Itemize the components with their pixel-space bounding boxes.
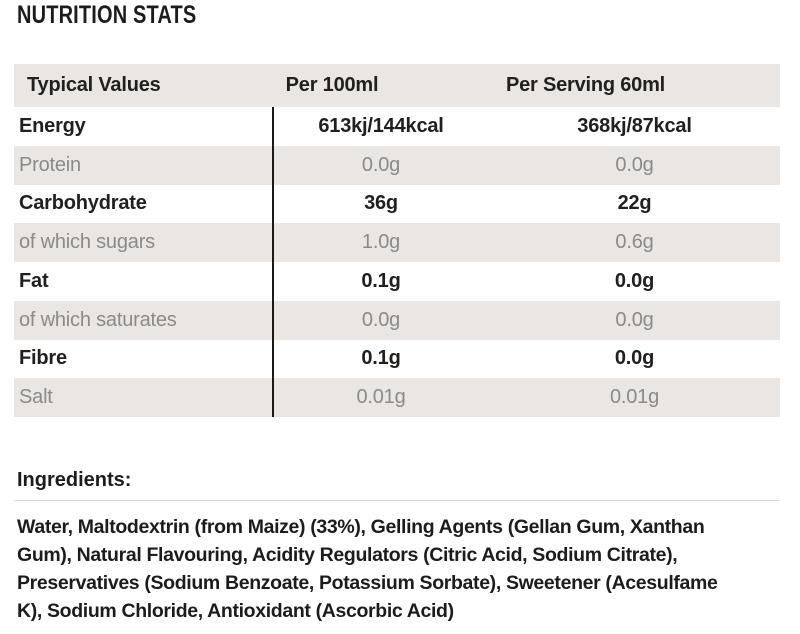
- value-per-100ml: 0.1g: [361, 347, 401, 370]
- column-header-per-100ml: Per 100ml: [285, 74, 379, 96]
- row-label: Salt: [19, 386, 53, 409]
- value-per-serving: 22g: [617, 192, 652, 215]
- ingredients-line: Water, Maltodextrin (from Maize) (33%), …: [17, 516, 705, 538]
- value-per-serving: 0.01g: [609, 386, 660, 409]
- value-per-serving: 0.0g: [615, 153, 654, 176]
- table-row-carbohydrate: Carbohydrate 36g 22g: [14, 184, 780, 224]
- page-title: NUTRITION STATS: [17, 1, 197, 29]
- value-per-100ml: 0.0g: [361, 308, 401, 331]
- ingredients-line: K), Sodium Chloride, Antioxidant (Ascorb…: [17, 600, 454, 622]
- value-per-100ml: 613kj/144kcal: [318, 114, 444, 137]
- ingredients-text: Water, Maltodextrin (from Maize) (33%), …: [17, 513, 800, 625]
- table-row-of-which-saturates: of which saturates 0.0g 0.0g: [14, 300, 780, 340]
- table-row-fat: Fat 0.1g 0.0g: [14, 262, 780, 301]
- value-per-serving: 0.0g: [614, 347, 655, 370]
- row-label: of which saturates: [19, 308, 177, 331]
- table-row-of-which-sugars: of which sugars 1.0g 0.6g: [14, 223, 780, 262]
- row-label: Fibre: [19, 347, 67, 370]
- column-header-typical-values: Typical Values: [27, 74, 161, 96]
- value-per-100ml: 36g: [364, 192, 398, 215]
- table-row-fibre: Fibre 0.1g 0.0g: [14, 339, 780, 379]
- ingredients-line: Preservatives (Sodium Benzoate, Potassiu…: [17, 572, 718, 594]
- column-divider-rule: [272, 107, 274, 417]
- row-label: Energy: [19, 114, 86, 137]
- value-per-serving: 0.0g: [614, 269, 655, 292]
- table-header-row: Typical Values Per 100ml Per Serving 60m…: [14, 64, 780, 107]
- table-row-energy: Energy 613kj/144kcal 368kj/87kcal: [14, 107, 780, 146]
- ingredients-heading: Ingredients:: [17, 469, 132, 491]
- row-label: of which sugars: [19, 231, 155, 254]
- row-label: Carbohydrate: [19, 192, 147, 215]
- value-per-100ml: 0.0g: [361, 153, 401, 176]
- ingredients-line: Gum), Natural Flavouring, Acidity Regula…: [17, 544, 678, 566]
- value-per-100ml: 1.0g: [361, 231, 401, 254]
- value-per-100ml: 0.01g: [356, 386, 406, 409]
- section-divider: [14, 500, 779, 501]
- row-label: Fat: [19, 269, 49, 292]
- value-per-100ml: 0.1g: [361, 269, 401, 292]
- table-row-protein: Protein 0.0g 0.0g: [14, 145, 780, 185]
- value-per-serving: 368kj/87kcal: [577, 114, 692, 137]
- column-header-per-serving-60ml: Per Serving 60ml: [505, 74, 666, 96]
- table-row-salt: Salt 0.01g 0.01g: [14, 378, 780, 417]
- nutrition-table: Typical Values Per 100ml Per Serving 60m…: [14, 64, 780, 417]
- value-per-serving: 0.6g: [615, 231, 654, 254]
- row-label: Protein: [19, 153, 81, 176]
- value-per-serving: 0.0g: [615, 308, 654, 331]
